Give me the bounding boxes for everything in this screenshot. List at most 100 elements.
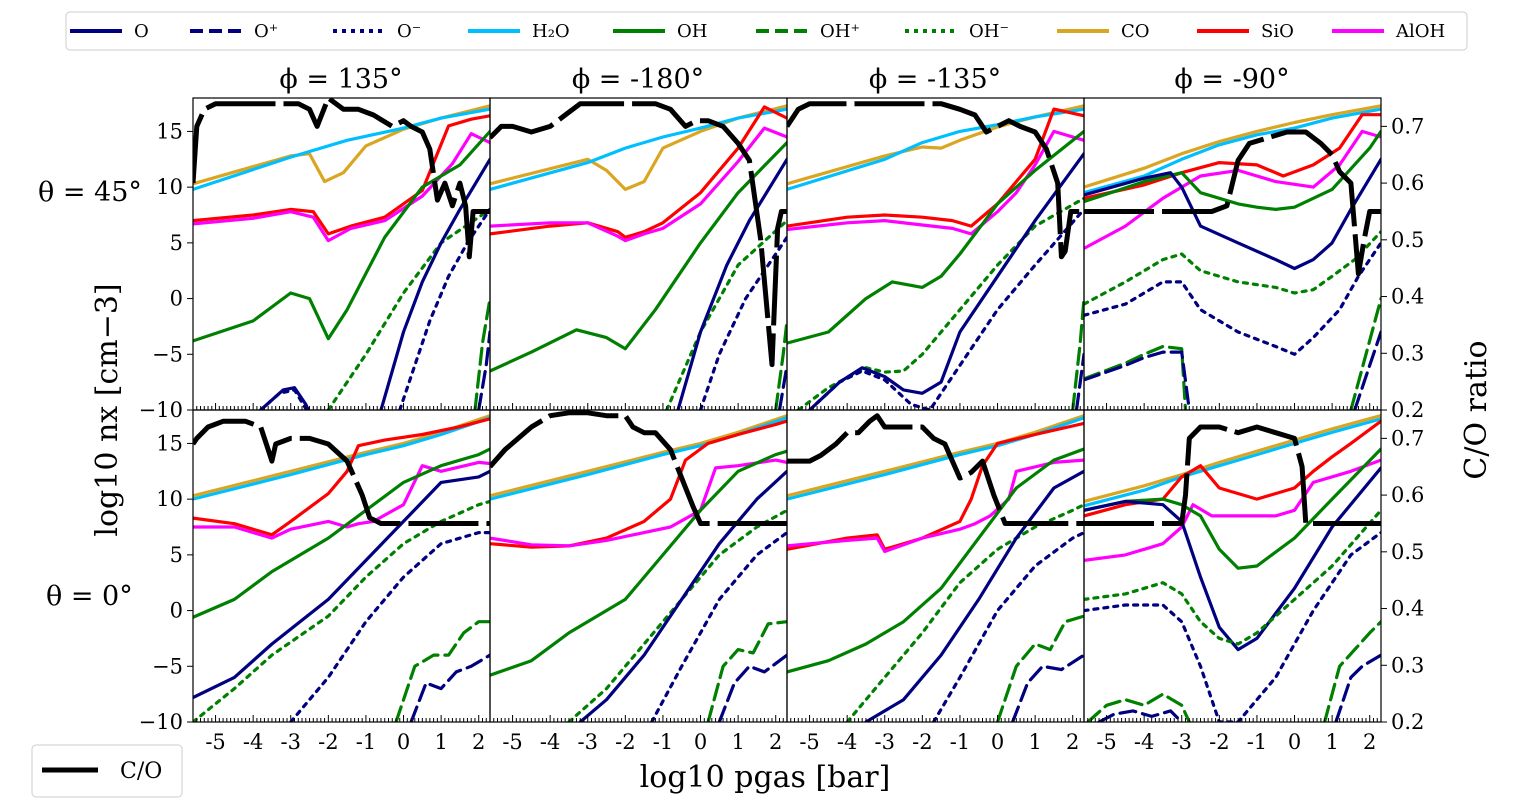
panel-r1c2-xtick-label: -3 — [875, 730, 895, 754]
legend-label-4: H₂O — [532, 21, 570, 42]
panel-r1c0-xtick-label: 1 — [434, 730, 447, 754]
legend-label-7: OH⁻ — [969, 21, 1009, 42]
panel-r0c1-series-ohplus-8 — [774, 319, 787, 410]
panel-r1c3-series-aloh-3 — [1084, 458, 1381, 563]
legend-label-8: CO — [1121, 21, 1150, 42]
panel-r0c2-series-h2o-1 — [787, 107, 1084, 191]
panel-r1c3-xtick-label: 0 — [1288, 730, 1301, 754]
panel-r0c3-series-ohplus-8 — [1084, 344, 1188, 410]
panel-r1c0-series-h2o-1 — [193, 416, 490, 501]
row-label-top: θ = 45° — [38, 177, 142, 208]
panel-r0c0-series-aloh-3 — [193, 132, 490, 243]
panel-r0c0-ytick-label: −10 — [139, 398, 183, 422]
panel-r0c0-series-ohplus-10 — [473, 297, 490, 410]
panel-r1c2-series-ohminus-5 — [845, 503, 1084, 722]
panel-r1c0-series-oh-4 — [193, 447, 490, 619]
panel-r1c1-series-oh-4 — [490, 449, 787, 677]
panel-r0c3-y2tick-label: 0.3 — [1391, 341, 1424, 365]
panel-r1c3-series-h2o-1 — [1084, 417, 1381, 508]
panel-r0c3-series-oplus-11 — [1353, 330, 1381, 410]
panel-r0c1-co-ratio-line-0 — [490, 101, 787, 368]
panel-r1c1-series-o-6 — [578, 469, 787, 722]
panel-r1c2-xtick-label: -4 — [837, 730, 857, 754]
panel-r0c0-co-ratio-line-0 — [193, 98, 490, 260]
panel-r1c2-xtick-label: 1 — [1028, 730, 1041, 754]
panel-r0c3-series-h2o-1 — [1084, 107, 1381, 195]
panel-r1c3-y2tick-label: 0.7 — [1391, 426, 1424, 450]
panel-r0c3-y2tick-label: 0.2 — [1391, 398, 1424, 422]
panel-r1c1-xtick-label: -3 — [578, 730, 598, 754]
panel-r1c3-y2tick-label: 0.2 — [1391, 710, 1424, 734]
panel-r1c0-series-ominus-7 — [289, 530, 490, 722]
panel-r0c1 — [489, 97, 788, 411]
panel-r0c3: 0.2 0.3 0.4 0.5 0.6 0.7 — [1083, 97, 1424, 422]
panel-r1c0-xtick-label: -4 — [243, 730, 263, 754]
panel-r1c0-xtick-label: -3 — [281, 730, 301, 754]
panel-r1c1: -5 -4 -3 -2 -1 0 1 2 — [489, 409, 788, 754]
row-label-bottom: θ = 0° — [46, 581, 133, 612]
panel-r0c3-series-ohplus-10 — [1349, 297, 1381, 410]
panel-r0c2-plot-area — [787, 101, 1084, 410]
column-title-1: ϕ = 135° — [279, 64, 402, 95]
panel-r1c3-y2tick-label: 0.5 — [1391, 540, 1424, 564]
panel-r0c3-series-ominus-7 — [1084, 241, 1381, 356]
panel-r1c0-series-sio-2 — [193, 417, 490, 537]
y-axis-label: log10 nx [cm−3] — [90, 283, 125, 536]
panel-r1c3-plot-area — [1084, 414, 1381, 722]
panel-r1c0-ytick-label: 5 — [170, 543, 183, 567]
panel-r1c0-ytick-label: 10 — [156, 487, 183, 511]
panel-r1c0-series-ohplus-8 — [394, 620, 490, 722]
panel-r0c0-plot-area — [193, 98, 490, 410]
panel-r0c0-ytick-label: 5 — [170, 231, 183, 255]
legend-label-9: SiO — [1261, 21, 1294, 42]
panel-r0c3-series-oplus-9 — [1084, 350, 1191, 410]
panel-r0c3-plot-area — [1084, 104, 1381, 410]
panel-r1c2-series-oh-4 — [787, 447, 1084, 674]
panel-r1c2-series-ominus-7 — [931, 530, 1084, 722]
panel-r1c2-xtick-label: -5 — [799, 730, 819, 754]
panel-r1c2-series-oplus-9 — [1010, 653, 1084, 722]
panel-r0c3-y2tick-label: 0.7 — [1391, 114, 1424, 138]
panel-r1c3-xtick-label: 1 — [1325, 730, 1338, 754]
column-title-2: ϕ = -180° — [572, 64, 704, 95]
legend-label-2: O⁺ — [254, 21, 278, 42]
panel-r1c1-xtick-label: -5 — [502, 730, 522, 754]
panel-r1c2-xtick-label: -2 — [912, 730, 932, 754]
panel-r1c2-xtick-label: -1 — [950, 730, 970, 754]
panel-r1c3-co-ratio-line-0 — [1084, 424, 1381, 526]
panel-r1c0-ytick-label: −10 — [139, 710, 183, 734]
panel-r0c0-series-oplus-11 — [477, 330, 490, 410]
panel-r0c3-co-ratio-line-0 — [1084, 129, 1381, 277]
co-legend-label: C/O — [120, 759, 162, 784]
panel-r0c3-series-ohminus-6 — [1084, 230, 1381, 306]
panel-r0c0-ytick-label: 10 — [156, 175, 183, 199]
panel-r1c3-series-ohplus-8 — [1086, 692, 1191, 722]
panel-r0c3-y2tick-label: 0.6 — [1391, 171, 1424, 195]
panel-r1c1-series-co-0 — [490, 414, 787, 498]
panel-r1c3-series-ohminus-6 — [1084, 508, 1381, 646]
panel-r1c0-ytick-label: 0 — [170, 599, 183, 623]
panel-r0c1-series-oplus-9 — [777, 363, 787, 410]
panel-r1c2-frame — [786, 409, 1085, 723]
panel-r1c3-series-oplus-9 — [1097, 709, 1184, 722]
panel-r1c3-y2tick-label: 0.3 — [1391, 653, 1424, 677]
panel-r1c1-plot-area — [490, 410, 787, 722]
panel-r1c1-xtick-label: -4 — [540, 730, 560, 754]
panel-r0c1-series-h2o-1 — [490, 107, 787, 191]
panel-r0c2-series-ohplus-8 — [1071, 297, 1084, 410]
panel-r1c0-series-o-6 — [193, 469, 490, 700]
co-legend-frame — [31, 744, 183, 798]
panel-r0c3-series-co-0 — [1084, 104, 1381, 189]
panel-r1c3-xtick-label: -2 — [1209, 730, 1229, 754]
panel-r1c1-co-ratio-line-0 — [490, 410, 787, 526]
column-title-4: ϕ = -90° — [1174, 64, 1289, 95]
co-legend: C/O — [31, 744, 183, 798]
panel-r0c0-series-ohminus-5 — [326, 207, 490, 410]
legend-label-6: OH⁺ — [820, 21, 860, 42]
panel-r0c3-series-sio-2 — [1084, 113, 1381, 200]
panel-r1c3-series-ohplus-10 — [1322, 620, 1381, 722]
panel-r1c1-xtick-label: -1 — [653, 730, 673, 754]
panel-r1c3-xtick-label: -5 — [1096, 730, 1116, 754]
